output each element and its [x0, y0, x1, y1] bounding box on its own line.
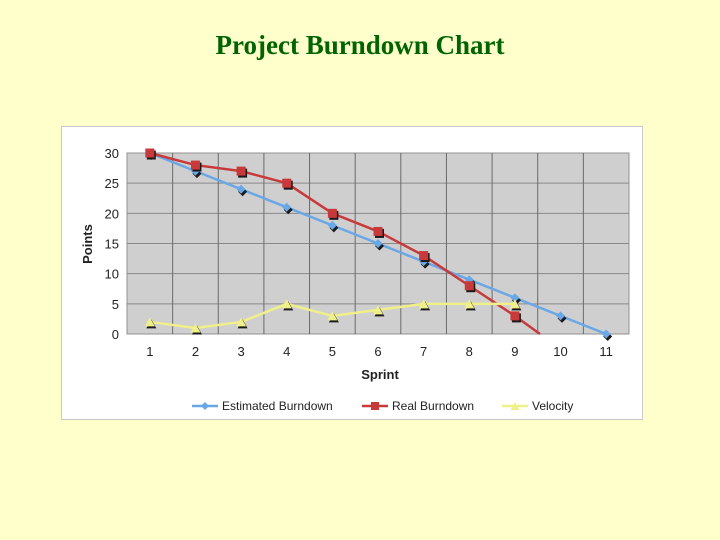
legend-label: Real Burndown — [392, 399, 474, 413]
velocity-point — [190, 323, 201, 333]
real-point — [190, 160, 200, 170]
tick-labels: 0 5 10 15 20 25 30 1 2 3 4 5 6 7 8 9 10 11 — [105, 146, 613, 359]
plot-area — [126, 152, 630, 335]
legend-item-velocity: Velocity — [502, 399, 573, 413]
legend-marker — [201, 402, 209, 410]
series-layer — [144, 148, 613, 341]
velocity-point — [373, 305, 383, 315]
x-tick-label: 2 — [192, 344, 199, 359]
x-tick-label: 8 — [466, 344, 473, 359]
y-tick-label: 5 — [112, 297, 119, 312]
estimated-point — [601, 329, 611, 339]
real-point — [145, 148, 155, 158]
x-tick-label: 7 — [420, 344, 427, 359]
y-tick-label: 10 — [105, 267, 119, 282]
x-tick-label: 9 — [511, 344, 518, 359]
velocity-series — [144, 299, 522, 335]
real-point — [373, 226, 383, 236]
velocity-point — [327, 311, 338, 321]
estimated-point — [282, 202, 292, 212]
x-tick-label: 1 — [146, 344, 153, 359]
legend-item-real: Real Burndown — [362, 399, 474, 413]
legend-label: Velocity — [532, 399, 573, 413]
real-point — [282, 178, 292, 188]
x-tick-label: 5 — [329, 344, 336, 359]
x-tick-label: 4 — [283, 344, 290, 359]
burndown-chart: 0 5 10 15 20 25 30 1 2 3 4 5 6 7 8 9 10 11 Sprint Points … — [61, 126, 643, 420]
velocity-point — [418, 299, 429, 309]
velocity-point — [509, 299, 520, 309]
real-series — [145, 148, 541, 336]
y-tick-label: 0 — [112, 327, 119, 342]
y-tick-label: 15 — [105, 237, 119, 252]
real-point — [464, 281, 474, 291]
x-tick-label: 3 — [237, 344, 244, 359]
y-tick-label: 25 — [105, 176, 119, 191]
estimated-point — [373, 239, 383, 248]
x-axis-title: Sprint — [361, 367, 399, 382]
real-point — [419, 251, 429, 261]
legend: Estimated Burndown Real Burndown Velocity — [192, 399, 573, 413]
legend-label: Estimated Burndown — [222, 399, 333, 413]
estimated-point — [327, 220, 337, 230]
y-tick-label: 30 — [105, 146, 119, 161]
real-line — [149, 151, 541, 336]
x-tick-label: 10 — [553, 344, 567, 359]
legend-marker — [510, 402, 520, 410]
x-tick-label: 11 — [599, 344, 613, 359]
velocity-point — [464, 299, 475, 309]
y-axis-title: Points — [80, 224, 95, 264]
legend-item-estimated: Estimated Burndown — [192, 399, 333, 413]
x-tick-label: 6 — [374, 344, 381, 359]
legend-marker — [371, 402, 379, 410]
estimated-point — [236, 184, 246, 194]
slide-title: Project Burndown Chart — [215, 30, 505, 60]
velocity-point — [236, 317, 247, 327]
real-point — [510, 311, 520, 321]
velocity-point — [281, 299, 292, 309]
estimated-point — [556, 311, 566, 321]
real-point — [327, 208, 337, 218]
real-point — [236, 166, 246, 176]
estimated-point — [464, 275, 474, 285]
y-tick-label: 20 — [105, 206, 119, 221]
velocity-point — [144, 317, 155, 327]
